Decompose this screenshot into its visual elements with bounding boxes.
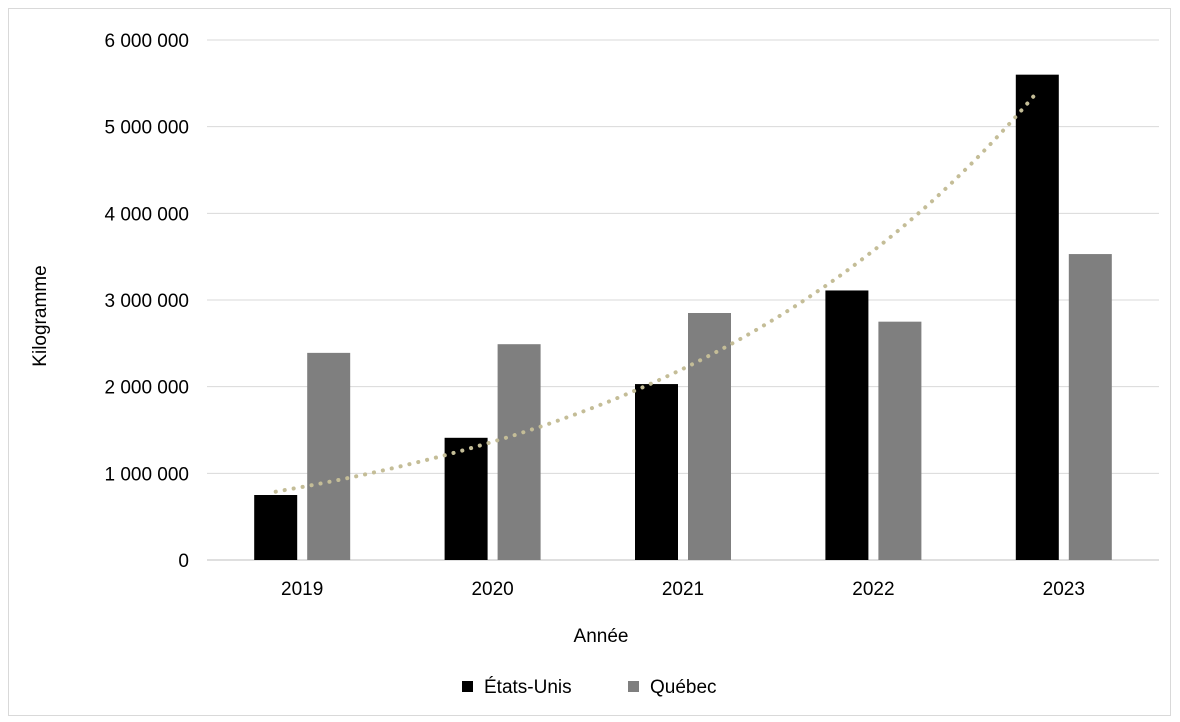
bar (878, 321, 922, 560)
bar (254, 495, 298, 560)
y-tick-label: 6 000 000 (104, 31, 189, 52)
y-tick-label: 5 000 000 (104, 118, 189, 139)
x-tick-label: 2022 (852, 579, 894, 600)
bar (307, 352, 351, 560)
x-tick-label: 2019 (281, 579, 323, 600)
bar (688, 313, 731, 560)
legend-label: États-Unis (484, 677, 572, 698)
axes: 0 1 000 000 2 000 000 3 000 000 4 000 000 5 0… (104, 31, 1084, 600)
y-tick-label: 1 000 000 (104, 464, 189, 485)
bar-chart: 0 1 000 000 2 000 000 3 000 000 4 000 000 5 0… (30, 31, 1159, 698)
x-tick-label: 2023 (1043, 579, 1085, 600)
bar (1015, 74, 1059, 561)
y-tick-label: 2 000 000 (104, 378, 189, 399)
y-tick-label: 4 000 000 (104, 204, 189, 225)
chart-frame: 0 1 000 000 2 000 000 3 000 000 4 000 000 5 0… (8, 8, 1171, 716)
legend: États-Unis Québec (462, 677, 717, 698)
y-tick-label: 0 (178, 551, 189, 572)
legend-swatch (462, 681, 473, 692)
bars (254, 74, 1112, 561)
bar (825, 290, 869, 560)
x-tick-label: 2021 (662, 579, 704, 600)
bar (635, 384, 678, 560)
x-tick-label: 2020 (471, 579, 513, 600)
bar (497, 344, 541, 560)
y-axis-title: Kilogramme (30, 265, 51, 366)
bar (444, 437, 488, 560)
trendline (273, 89, 1040, 494)
legend-label: Québec (650, 677, 717, 698)
bar (1068, 254, 1112, 561)
x-axis-title: Année (574, 626, 629, 647)
trendline-path (273, 89, 1040, 494)
y-tick-label: 3 000 000 (104, 291, 189, 312)
legend-swatch (628, 681, 639, 692)
